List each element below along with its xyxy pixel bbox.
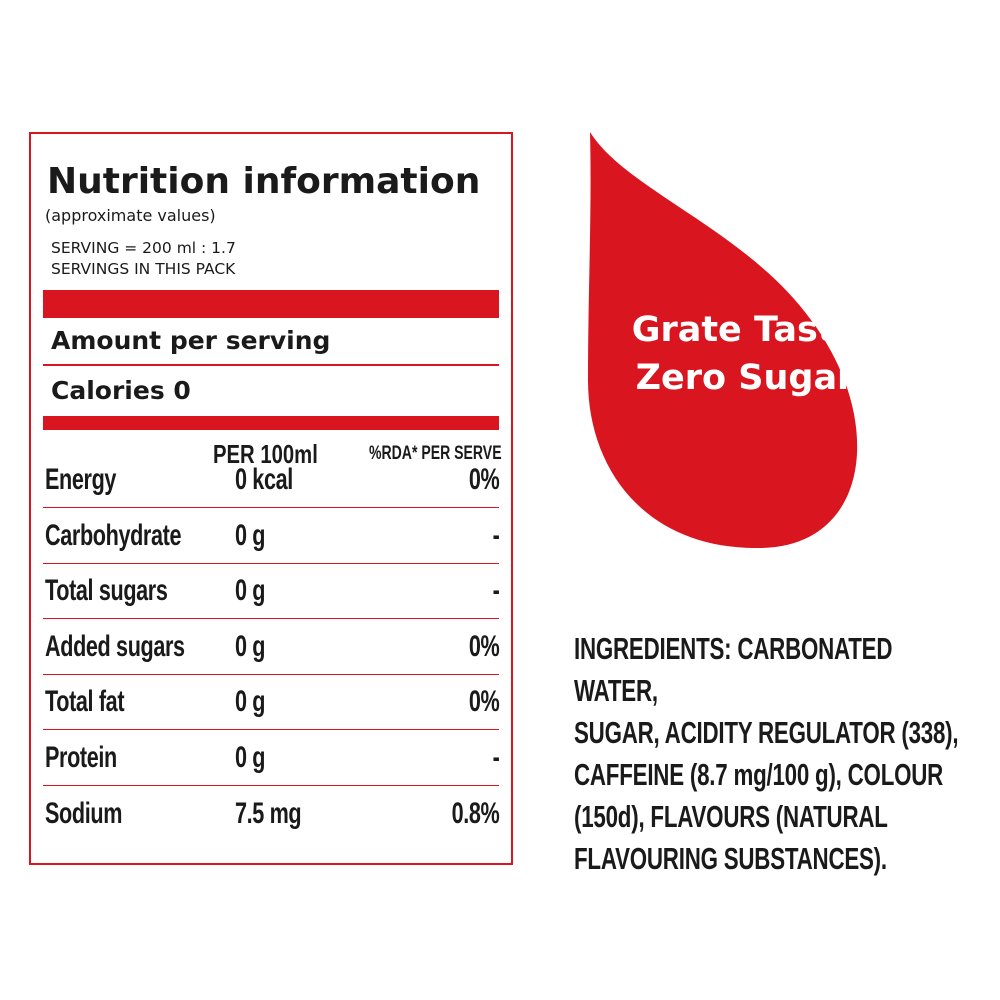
drop-shape [588, 132, 858, 549]
row-divider [43, 562, 499, 564]
table-row: Added sugars 0 g 0% [43, 619, 499, 675]
table-row: Protein 0 g - [43, 730, 499, 786]
row-divider [43, 673, 499, 675]
nutrient-per-100ml: 0 g [235, 685, 266, 719]
table-row: Sodium 7.5 mg 0.8% [43, 786, 499, 842]
nutrition-subtitle: (approximate values) [45, 206, 216, 225]
nutrition-panel: Nutrition information (approximate value… [29, 132, 513, 865]
nutrition-title: Nutrition information [47, 161, 481, 202]
row-divider [43, 507, 499, 508]
nutrient-name: Total sugars [45, 574, 168, 608]
nutrient-rda: - [492, 518, 499, 552]
badge-text: Grate Taste Zero Sugar [590, 306, 900, 402]
red-divider-mid [43, 416, 499, 430]
badge-line-1: Grate Taste [631, 310, 859, 350]
drop-badge-shape [588, 132, 858, 549]
badge-line-2: Zero Sugar [635, 358, 855, 398]
nutrient-name: Energy [45, 463, 117, 496]
divider-amount [43, 364, 499, 366]
amount-per-serving-label: Amount per serving [51, 326, 331, 355]
nutrient-name: Carbohydrate [45, 518, 182, 552]
nutrient-rda: 0% [468, 685, 500, 719]
row-divider [43, 618, 499, 620]
table-row: Total fat 0 g 0% [43, 674, 500, 731]
nutrient-per-100ml: 0 g [235, 741, 266, 774]
column-header-per-100ml: PER 100ml [213, 439, 318, 469]
nutrient-rda: 0% [468, 629, 500, 663]
red-divider-top [43, 290, 499, 318]
table-row: Carbohydrate 0 g - [43, 508, 499, 564]
nutrient-name: Protein [45, 741, 117, 774]
nutrient-rda: - [492, 574, 499, 608]
ingredients-text: INGREDIENTS: CARBONATED WATER, SUGAR, AC… [574, 631, 959, 876]
row-divider [43, 729, 499, 731]
nutrient-per-100ml: 0 g [235, 518, 266, 552]
nutrient-per-100ml: 0 g [235, 629, 266, 663]
column-header-rda: %RDA* PER SERVE [369, 443, 502, 464]
nutrient-name: Added sugars [45, 629, 185, 663]
nutrient-per-100ml: 7.5 mg [235, 796, 302, 830]
nutrient-rda: 0% [468, 463, 500, 496]
nutrient-name: Total fat [45, 685, 125, 719]
table-row: Total sugars 0 g - [43, 563, 499, 620]
row-divider [43, 785, 499, 786]
calories-label: Calories 0 [51, 376, 191, 405]
nutrient-per-100ml: 0 kcal [235, 463, 293, 496]
serving-info: SERVING = 200 ml : 1.7 SERVINGS IN THIS … [51, 239, 236, 278]
nutrient-rda: - [492, 741, 499, 774]
nutrient-rda: 0.8% [451, 796, 499, 830]
table-row: Energy 0 kcal 0% [43, 452, 499, 508]
nutrient-per-100ml: 0 g [235, 574, 266, 608]
nutrient-name: Sodium [45, 796, 123, 830]
